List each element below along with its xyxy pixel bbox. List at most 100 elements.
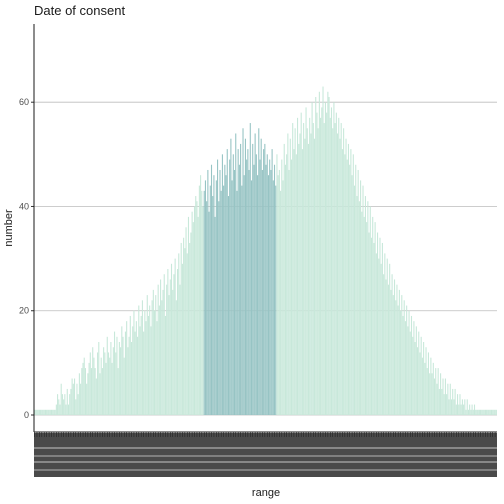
bar (139, 326, 141, 415)
bar (220, 190, 222, 415)
bar (396, 284, 398, 415)
bar (461, 399, 463, 415)
bar (94, 368, 96, 415)
bar (113, 331, 116, 415)
bar (138, 305, 140, 415)
bar (247, 149, 249, 415)
bar (250, 180, 253, 415)
bar (338, 117, 340, 415)
bar (313, 138, 316, 415)
bar (118, 342, 120, 415)
bar (315, 96, 317, 416)
bar (351, 175, 353, 415)
bar (112, 347, 114, 415)
bar (460, 404, 462, 415)
bar (48, 409, 50, 415)
bar (213, 175, 215, 415)
bar (162, 289, 164, 415)
bar (82, 362, 84, 415)
bar (406, 305, 408, 415)
bar (120, 347, 122, 415)
bar (67, 404, 70, 415)
bar (477, 409, 479, 415)
bar (163, 274, 165, 415)
chart-title: Date of consent (34, 3, 125, 18)
bar (363, 216, 365, 415)
bar (385, 279, 387, 415)
bar (190, 232, 192, 415)
bar (357, 169, 359, 415)
bar (189, 242, 191, 415)
bar (343, 128, 345, 415)
bar (305, 107, 307, 415)
bar (360, 180, 362, 415)
bar (95, 378, 97, 415)
bar (289, 138, 291, 415)
bar (473, 404, 476, 415)
bar (232, 154, 234, 415)
bar (164, 315, 166, 415)
bar (249, 123, 251, 416)
bar (323, 123, 325, 416)
bar (132, 326, 134, 415)
bar (265, 164, 267, 415)
y-axis-label: number (3, 209, 15, 247)
bar (378, 258, 380, 415)
bar (231, 180, 233, 415)
y-tick-label: 0 (24, 410, 29, 420)
bar (419, 352, 421, 415)
bar (457, 394, 459, 415)
bar (59, 404, 61, 415)
bar (133, 310, 135, 415)
bar (475, 409, 477, 415)
bar (208, 211, 210, 415)
bar (312, 123, 314, 416)
bar (160, 279, 162, 415)
bar (37, 409, 39, 415)
bar (341, 149, 343, 415)
y-tick-label: 20 (19, 306, 29, 316)
bar (144, 310, 146, 415)
bar (86, 383, 88, 415)
bar (482, 409, 484, 415)
bar (53, 409, 55, 415)
bar (375, 253, 377, 415)
bar (407, 326, 409, 415)
bar (111, 362, 113, 415)
bar (226, 149, 228, 415)
bar (71, 378, 73, 415)
bar (442, 378, 444, 415)
bar (74, 378, 76, 415)
bar (282, 180, 284, 415)
bar (300, 112, 302, 415)
bar (172, 289, 174, 415)
bar (345, 138, 347, 415)
bar (117, 368, 119, 415)
bar (324, 102, 326, 415)
bar (267, 175, 270, 415)
bar (387, 284, 390, 415)
bar (244, 138, 246, 415)
bar (241, 185, 243, 415)
bar (493, 409, 495, 415)
bar (264, 143, 266, 415)
bar (195, 196, 197, 415)
bar (398, 289, 400, 415)
bar (266, 154, 268, 415)
bar (197, 216, 199, 415)
bar (339, 138, 341, 415)
bar (155, 295, 157, 415)
bar (147, 315, 150, 415)
bar (58, 399, 60, 415)
bar (34, 409, 36, 415)
x-axis-label: range (252, 487, 280, 499)
bar (135, 321, 137, 415)
bar (63, 399, 65, 415)
bar (316, 112, 318, 415)
bar (400, 310, 402, 415)
bar (432, 362, 434, 415)
bar (260, 138, 262, 415)
bar (469, 404, 471, 415)
bar (104, 352, 106, 415)
bar (191, 211, 193, 415)
